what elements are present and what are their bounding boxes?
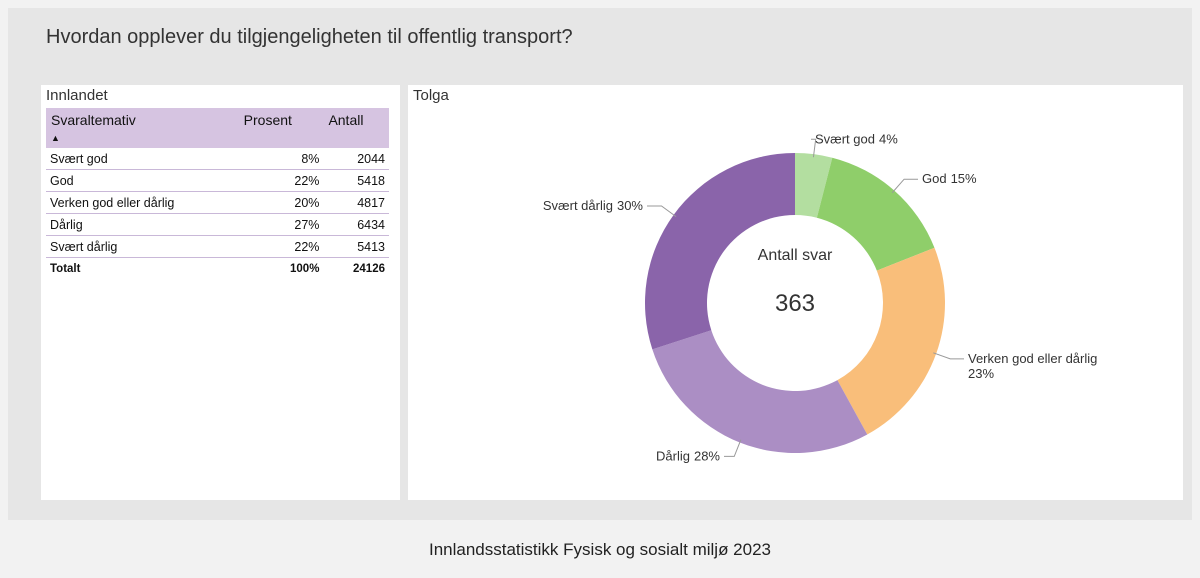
category-label: Svært god [815,131,875,146]
cell: Svært god [46,148,239,170]
header-text: Antall [328,112,364,128]
cell: Dårlig [46,213,239,236]
value-label: 28% [694,448,720,463]
header-row: Svaraltemativ ▲ Prosent Antall [46,108,389,148]
category-label: Dårlig [656,448,690,463]
cell: 5418 [323,169,389,192]
cell: 22% [238,169,324,192]
leader-line [724,439,742,457]
cell: Totalt [50,262,81,275]
footer: Innlandsstatistikk Fysisk og sosialt mil… [428,540,772,559]
table-row: Svært god 8% 2044 [46,148,389,170]
slice-label: Svært god 4% [815,131,898,146]
cell: 22% [238,235,324,258]
donut-slice [652,330,868,453]
cell: 24126 [353,262,385,275]
table-row: Verken god eller dårlig 20% 4817 [46,191,389,214]
cell: 8% [238,148,324,170]
donut-slice [837,247,945,435]
chart: Svært god 4% God 15% Verken god eller dårlig… [543,131,1097,463]
cell: 5413 [323,235,389,258]
category-label: Svært dårlig [543,198,613,213]
cell: 6434 [323,213,389,236]
value-label: 15% [951,171,977,186]
slice-label: Dårlig 28% [656,448,720,463]
cell: 20% [238,191,324,214]
table-row: Totalt 100% 24126 [46,258,389,280]
header-text: Svaraltemativ [51,112,136,128]
table-row: Svært dårlig 22% 5413 [46,235,389,258]
donut-slice [645,153,795,350]
slice-label: Svært dårlig 30% [543,198,644,213]
leader-line [811,138,817,158]
value-label: 4% [879,131,898,146]
panel-title: Innlandet [46,87,108,104]
category-label: Verken god eller dårlig [968,351,1097,366]
slice-label: Verken god eller dårlig 23% [968,351,1097,381]
sort-arrow: ▲ [51,133,60,143]
page-title: Hvordan opplever du tilgjengeligheten ti… [46,26,573,48]
cell: Verken god eller dårlig [46,191,239,214]
cell: Svært dårlig [46,235,239,258]
donut-slice [795,153,833,218]
column-header: Svaraltemativ ▲ [46,108,239,148]
category-label: God [922,171,947,186]
panel-title: Tolga [413,87,449,104]
table: Svaraltemativ ▲ Prosent Antall Svært god 8% 2… [46,108,389,279]
table-row: God 22% 5418 [46,169,389,192]
cell: God [46,169,239,192]
cell: 4817 [323,191,389,214]
leader-line [933,352,964,360]
center-value: 363 [775,290,815,317]
cell: 100% [290,262,320,275]
header-text: Prosent [243,112,292,128]
cell: 27% [238,213,324,236]
leader-line [647,205,677,218]
leader-line [891,178,918,194]
column-header: Prosent [238,108,324,148]
column-header: Antall [323,108,389,148]
value-label: 23% [968,366,994,381]
table-panel: Innlandet Svaraltemativ ▲ Prosent Antall Sv… [41,85,400,500]
value-label: 30% [617,198,643,213]
table-row: Dårlig 27% 6434 [46,213,389,236]
slice-label: God 15% [922,171,977,186]
donut-slice [816,157,935,271]
cell: 2044 [323,148,389,170]
center-label: Antall svar [758,247,833,264]
